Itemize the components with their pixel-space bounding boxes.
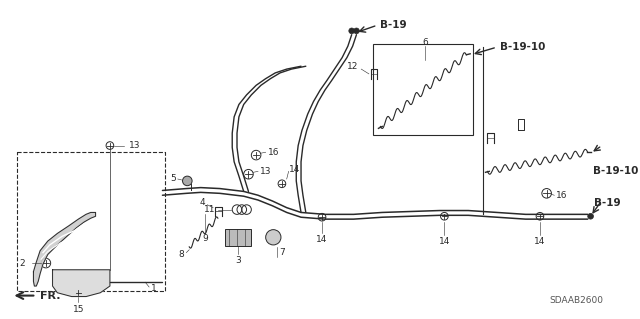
Text: 16: 16 — [556, 191, 568, 200]
Text: B-19: B-19 — [380, 20, 407, 30]
Text: 12: 12 — [347, 62, 358, 71]
Bar — [17, 152, 165, 291]
Text: 13: 13 — [260, 167, 271, 176]
Text: 14: 14 — [289, 165, 300, 174]
Circle shape — [266, 230, 281, 245]
Text: SDAAB2600: SDAAB2600 — [550, 296, 604, 305]
Text: 3: 3 — [235, 256, 241, 265]
Text: B-19: B-19 — [595, 198, 621, 208]
Circle shape — [588, 213, 593, 219]
Text: 16: 16 — [268, 148, 279, 157]
Text: 13: 13 — [129, 141, 141, 150]
Text: B-19-10: B-19-10 — [593, 166, 638, 176]
Text: 4: 4 — [200, 198, 205, 207]
Text: 1: 1 — [151, 285, 157, 293]
Text: 14: 14 — [316, 235, 328, 244]
Circle shape — [353, 28, 359, 34]
Text: 14: 14 — [534, 237, 546, 246]
Text: 15: 15 — [72, 305, 84, 314]
Text: 7: 7 — [279, 248, 285, 257]
Text: 11: 11 — [204, 205, 215, 214]
Bar — [372, 44, 473, 135]
Text: B-19-10: B-19-10 — [500, 42, 545, 52]
Polygon shape — [52, 270, 110, 297]
Circle shape — [349, 28, 355, 34]
Polygon shape — [33, 212, 95, 286]
Text: FR.: FR. — [40, 291, 61, 300]
Text: 14: 14 — [438, 237, 450, 246]
Circle shape — [182, 176, 192, 186]
Text: 2: 2 — [19, 259, 25, 268]
Text: 6: 6 — [422, 38, 428, 47]
Bar — [225, 229, 252, 246]
Text: 9: 9 — [203, 234, 209, 243]
Text: 8: 8 — [179, 250, 184, 259]
Text: 5: 5 — [170, 174, 176, 182]
